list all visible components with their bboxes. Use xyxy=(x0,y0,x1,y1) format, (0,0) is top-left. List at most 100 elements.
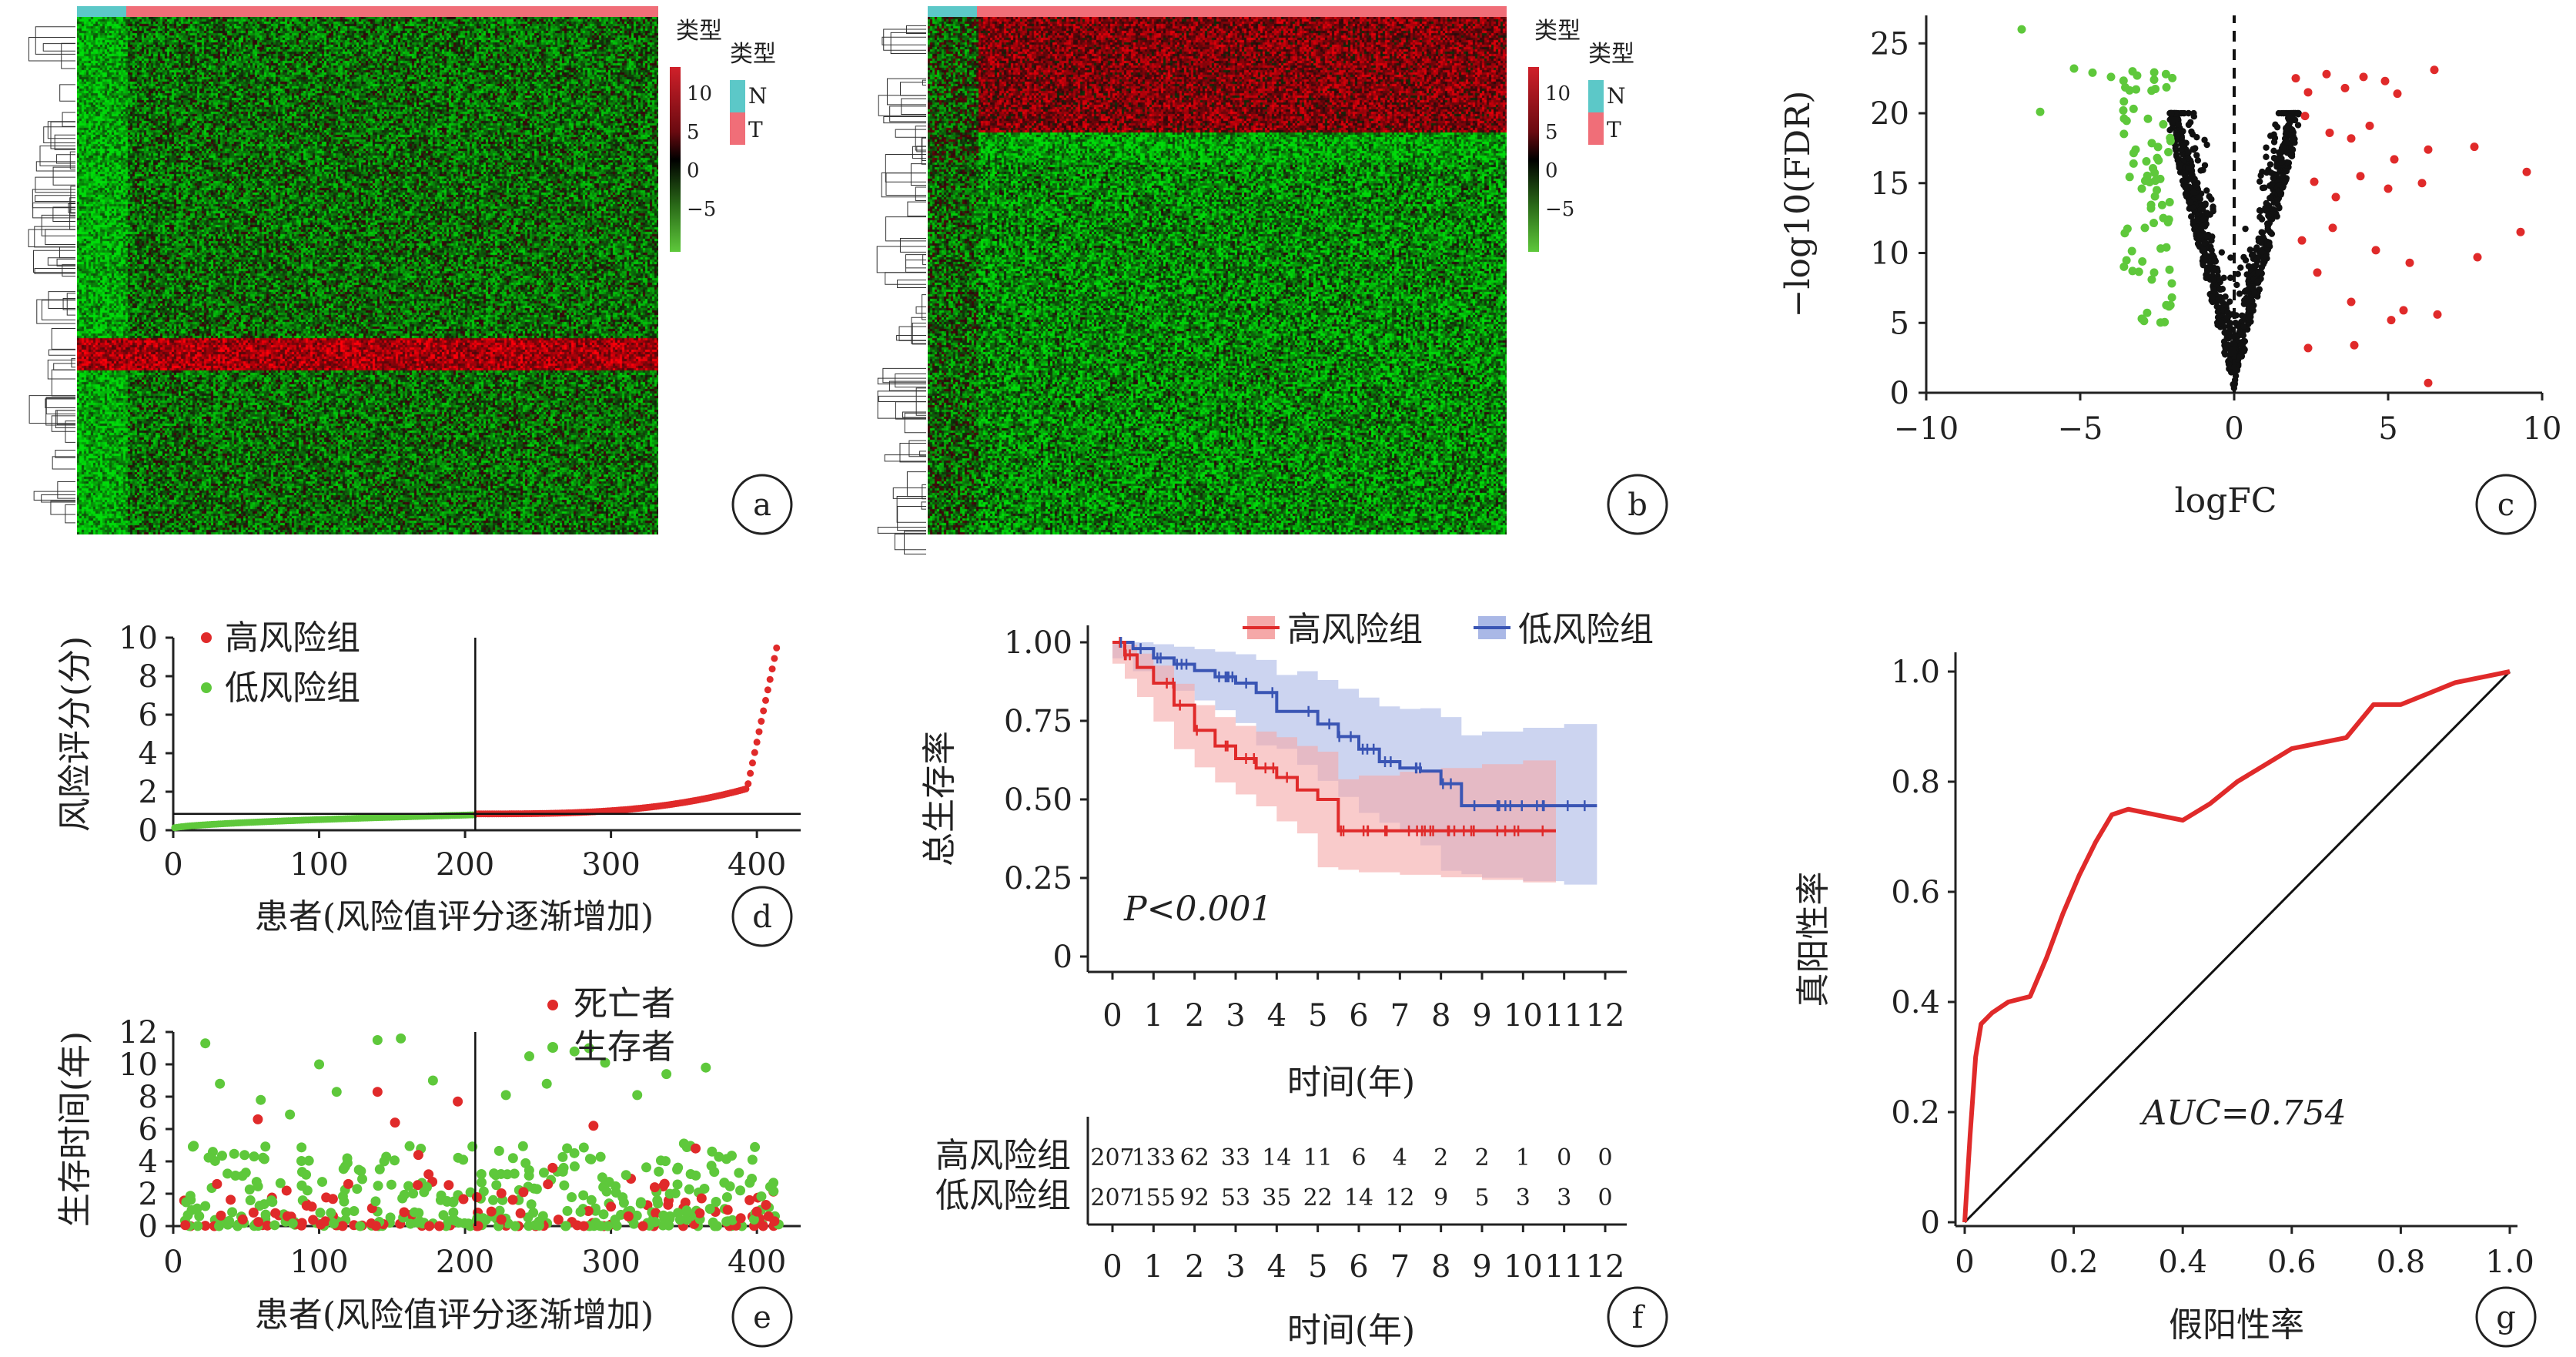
dendrogram-branch xyxy=(62,297,75,310)
point-dead xyxy=(337,1221,348,1231)
point-nonsig xyxy=(2289,136,2296,144)
point-dead xyxy=(308,1215,319,1225)
point-nonsig xyxy=(2258,216,2266,223)
point-alive xyxy=(604,1177,614,1188)
point-high-risk xyxy=(747,769,754,777)
dendrogram-branch xyxy=(59,246,75,259)
point-alive xyxy=(584,1043,594,1054)
y-tick-label: 10 xyxy=(119,621,158,656)
dendrogram-branch xyxy=(51,415,75,432)
point-alive xyxy=(230,1171,241,1181)
point-dead xyxy=(751,1206,762,1217)
x-tick-label: 1.0 xyxy=(2485,1245,2534,1280)
point-nonsig xyxy=(2182,173,2189,180)
point-nonsig xyxy=(2203,273,2210,280)
point-downregulated xyxy=(2119,129,2129,139)
point-high-risk xyxy=(766,675,774,683)
point-downregulated xyxy=(2121,83,2130,92)
point-alive xyxy=(328,1218,339,1229)
point-alive xyxy=(491,1180,502,1191)
x-tick-label: −5 xyxy=(2058,411,2103,447)
point-alive xyxy=(652,1195,663,1206)
point-upregulated xyxy=(2405,258,2414,267)
point-nonsig xyxy=(2257,207,2264,215)
point-dead xyxy=(515,1208,526,1218)
point-alive xyxy=(641,1162,652,1173)
dendrogram-branch xyxy=(908,440,926,457)
point-downregulated xyxy=(2143,114,2153,123)
point-alive xyxy=(562,1143,573,1154)
point-nonsig xyxy=(2201,136,2208,143)
point-alive xyxy=(342,1153,353,1164)
point-alive xyxy=(706,1161,717,1171)
point-alive xyxy=(476,1169,487,1180)
point-dead xyxy=(253,1114,263,1124)
point-alive xyxy=(396,1033,406,1044)
dendrogram-branch xyxy=(61,42,75,69)
dendrogram-branch xyxy=(39,146,75,166)
point-downregulated xyxy=(2122,116,2131,126)
point-alive xyxy=(419,1187,430,1198)
dendrogram-branch xyxy=(885,173,926,196)
dendrogram-branch xyxy=(898,326,926,341)
point-dead xyxy=(320,1216,331,1227)
point-alive xyxy=(569,1148,580,1158)
point-nonsig xyxy=(2274,196,2281,203)
point-dead xyxy=(390,1117,400,1128)
point-alive xyxy=(747,1154,758,1165)
point-alive xyxy=(493,1145,504,1156)
point-nonsig xyxy=(2195,242,2203,249)
x-tick-label: −10 xyxy=(1894,411,1959,447)
dendrogram-branch xyxy=(895,129,926,138)
point-nonsig xyxy=(2201,162,2209,169)
point-alive xyxy=(569,1046,580,1057)
point-nonsig xyxy=(2237,264,2244,271)
legend-high-risk: 高风险组 xyxy=(225,618,360,658)
dendrogram-branch xyxy=(56,410,75,425)
point-nonsig xyxy=(2233,281,2240,289)
point-downregulated xyxy=(2017,25,2026,34)
point-nonsig xyxy=(2193,152,2200,159)
dendrogram-branch xyxy=(32,202,75,219)
point-nonsig xyxy=(2210,276,2216,283)
x-tick-label: 10 xyxy=(1504,998,1543,1034)
y-tick-label: 20 xyxy=(1870,96,1909,132)
x-tick-label: 9 xyxy=(1472,998,1491,1034)
risk-table-cell: 0 xyxy=(1597,1184,1612,1211)
y-tick-label: 8 xyxy=(139,1080,158,1115)
point-nonsig xyxy=(2219,299,2226,306)
point-upregulated xyxy=(2347,297,2356,307)
scale-legend-title: 类型 xyxy=(1534,18,1581,45)
point-nonsig xyxy=(2267,161,2274,168)
point-alive xyxy=(734,1168,744,1178)
point-alive xyxy=(200,1038,211,1049)
x-tick-label: 0.6 xyxy=(2267,1245,2317,1280)
dendrogram-branch xyxy=(28,395,75,424)
point-dead xyxy=(606,1201,617,1212)
point-downregulated xyxy=(2138,256,2147,266)
scale-legend-title: 类型 xyxy=(676,18,722,45)
point-upregulated xyxy=(2340,83,2350,92)
color-scale-tick: 0 xyxy=(687,159,700,183)
color-scale-tick: 0 xyxy=(1545,159,1558,183)
point-nonsig xyxy=(2214,308,2222,316)
point-nonsig xyxy=(2227,254,2234,261)
point-nonsig xyxy=(2286,113,2293,120)
point-downregulated xyxy=(2125,173,2134,182)
point-nonsig xyxy=(2210,286,2217,293)
point-alive xyxy=(719,1178,730,1188)
point-alive xyxy=(600,1057,611,1068)
point-downregulated xyxy=(2123,224,2132,233)
point-dead xyxy=(518,1187,529,1198)
dendrogram-branch xyxy=(41,214,75,236)
point-nonsig xyxy=(2227,350,2234,357)
y-tick-label: 0 xyxy=(1053,940,1072,975)
legend-dead: 死亡者 xyxy=(574,984,675,1024)
point-alive xyxy=(617,1192,628,1203)
point-alive xyxy=(701,1062,711,1073)
point-downregulated xyxy=(2149,219,2159,228)
y-tick-label: 2 xyxy=(139,775,158,810)
point-alive xyxy=(216,1151,227,1161)
point-nonsig xyxy=(2224,313,2231,320)
dendrogram-branch xyxy=(51,369,75,397)
